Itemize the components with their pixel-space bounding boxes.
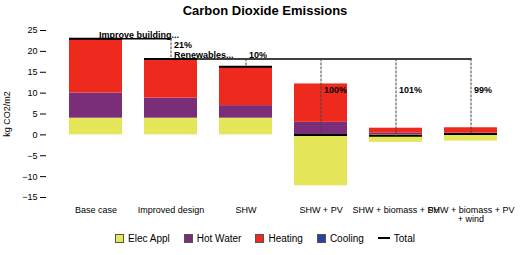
- svg-text:20: 20: [27, 46, 37, 56]
- html-text:Cooling: Cooling: [329, 232, 364, 244]
- html-text:Hot Water: Hot Water: [196, 232, 242, 244]
- svg-text:15: 15: [27, 67, 37, 77]
- svg-text:Improved design: Improved design: [138, 205, 205, 215]
- svg-text:21%: 21%: [174, 40, 192, 50]
- svg-text:kg CO2/m2: kg CO2/m2: [2, 91, 12, 137]
- html-text:Elec Appl: Elec Appl: [128, 232, 170, 244]
- svg-text:99%: 99%: [474, 85, 492, 95]
- svg-text:SHW + biomass + PV: SHW + biomass + PV: [352, 205, 439, 215]
- svg-text:5: 5: [32, 109, 37, 119]
- svg-text:10: 10: [27, 88, 37, 98]
- svg-text:SHW: SHW: [236, 205, 258, 215]
- svg-text:SHW + biomass + PV+ wind: SHW + biomass + PV+ wind: [427, 205, 514, 224]
- svg-text:10%: 10%: [249, 50, 267, 60]
- html-text:Total: Total: [393, 232, 415, 244]
- svg-text:25: 25: [27, 25, 37, 35]
- html-text:Carbon Dioxide Emissions: Carbon Dioxide Emissions: [182, 3, 348, 18]
- svg-text:SHW + PV: SHW + PV: [299, 205, 342, 215]
- svg-text:Base case: Base case: [75, 205, 117, 215]
- svg-text:100%: 100%: [324, 85, 347, 95]
- svg-text:−5: −5: [27, 151, 37, 161]
- svg-text:Improve building...: Improve building...: [99, 30, 179, 40]
- svg-text:−15: −15: [22, 192, 37, 202]
- svg-text:101%: 101%: [399, 85, 422, 95]
- html-text:Heating: Heating: [268, 232, 303, 244]
- svg-text:−10: −10: [22, 172, 37, 182]
- svg-text:Renewables...: Renewables...: [174, 50, 234, 60]
- svg-text:0: 0: [32, 130, 37, 140]
